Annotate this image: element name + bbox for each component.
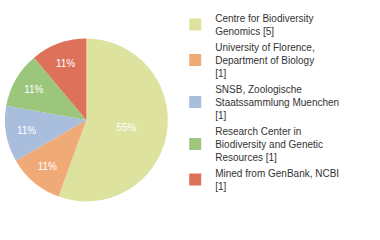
svg-text:Mined from GenBank, NCBI[1]: Mined from GenBank, NCBI[1]: [215, 168, 339, 192]
svg-text:Research Center inBiodiversity: Research Center inBiodiversity and Genet…: [215, 126, 323, 163]
svg-text:SNSB, ZoologischeStaatssammlun: SNSB, ZoologischeStaatssammlung Muenchen…: [215, 84, 339, 121]
svg-text:Centre for BiodiversityGenomic: Centre for BiodiversityGenomics [5]: [215, 13, 313, 37]
svg-text:11%: 11%: [24, 84, 43, 95]
svg-text:11%: 11%: [38, 161, 57, 172]
svg-text:University of Florence,Departm: University of Florence,Department of Bio…: [215, 42, 314, 79]
svg-text:11%: 11%: [17, 125, 36, 136]
svg-text:55%: 55%: [116, 122, 136, 133]
svg-text:11%: 11%: [56, 58, 75, 69]
